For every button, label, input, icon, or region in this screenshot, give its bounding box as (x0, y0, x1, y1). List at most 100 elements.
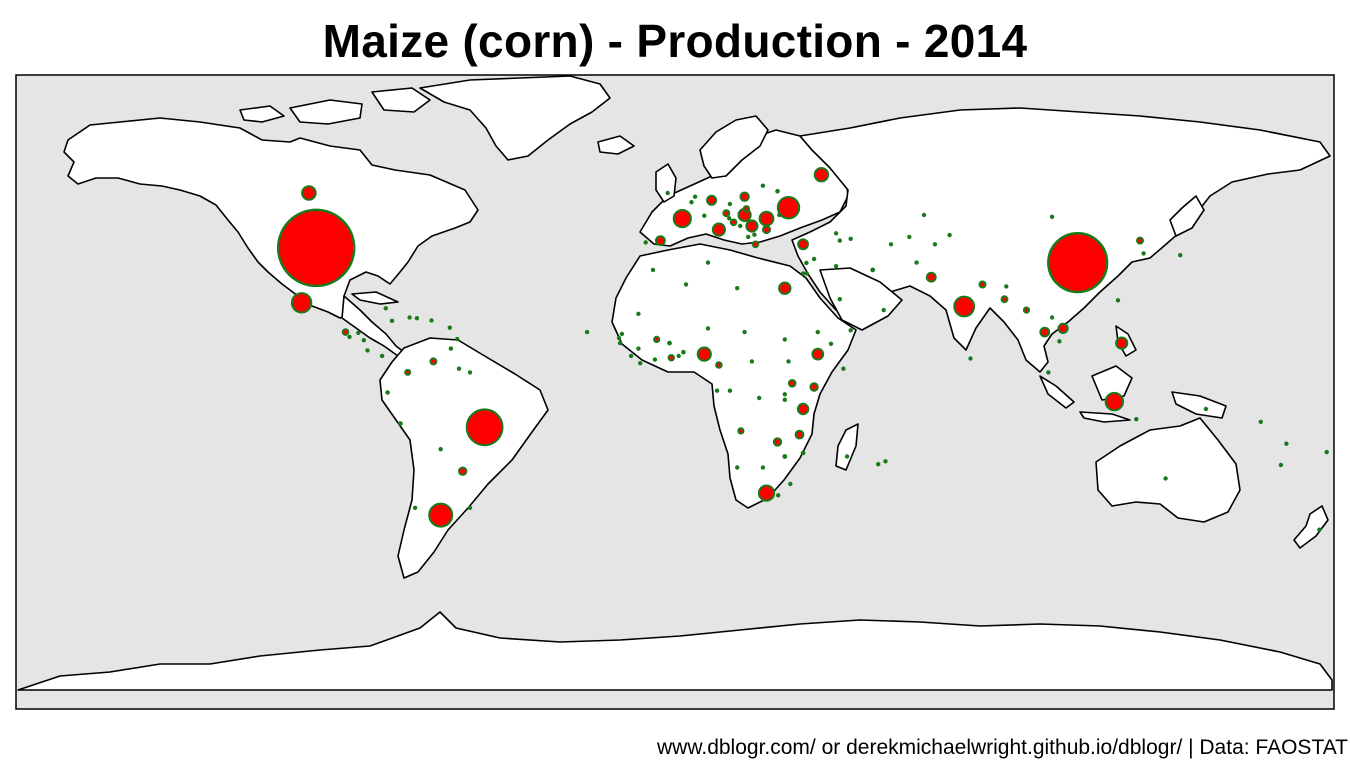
bubble-kazakhstan (921, 212, 927, 218)
bubble-bolivia (438, 447, 443, 452)
bubble-rwanda (782, 392, 787, 397)
bubble-papua-new-guinea (1203, 406, 1209, 412)
bubble-djibouti (828, 341, 834, 346)
bubble-kyrgyzstan (947, 232, 952, 238)
bubble-togo (676, 353, 681, 359)
bubble-philippines (1115, 336, 1129, 350)
source-caption: www.dblogr.com/ or derekmichaelwright.gi… (657, 736, 1348, 759)
bubble-fiji (1324, 449, 1329, 455)
bubble-uganda (787, 379, 797, 388)
bubble-mexico (290, 292, 313, 314)
bubble-israel (800, 271, 806, 276)
bubble-guadeloupe (447, 325, 452, 330)
bubble-laos (1049, 315, 1055, 320)
bubble-turkmenistan (888, 242, 894, 247)
bubble-slovakia (742, 205, 751, 213)
bubble-netherlands (692, 194, 698, 199)
bubble-new-caledonia (1278, 462, 1284, 468)
australia-landmass (1095, 417, 1241, 523)
greenland-landmass (419, 75, 611, 161)
bubble-botswana (760, 465, 766, 470)
bubble-mozambique (800, 450, 806, 456)
bubble-angola (737, 427, 745, 435)
bubble-guinea (636, 346, 641, 351)
bubble-libya (735, 286, 740, 291)
bubble-iran (870, 267, 876, 273)
bubble-ivory-coast (652, 357, 658, 362)
bubble-morocco (650, 267, 656, 273)
africa-landmass (611, 243, 857, 509)
bubble-ghana (667, 354, 675, 362)
bubble-sudan (782, 337, 787, 342)
bubble-kenya (809, 382, 819, 392)
bubble-syria (811, 256, 817, 262)
bubble-south-sudan (786, 359, 791, 364)
bubble-cambodia (1057, 339, 1062, 344)
new-zealand-island (1293, 505, 1329, 549)
bubble-nigeria (696, 346, 712, 362)
bubble-timor-leste (1134, 417, 1139, 422)
bubble-turkey (797, 238, 809, 251)
bubble-china (1047, 231, 1109, 294)
bubble-malawi (794, 429, 805, 440)
bubble-mongolia (1049, 214, 1055, 219)
bubble-jordan (804, 271, 809, 276)
arctic-island-2 (371, 87, 431, 113)
land-layer (17, 75, 1333, 691)
bubble-spain (655, 235, 666, 247)
bubble-myanmar (1022, 306, 1031, 314)
bubble-sri-lanka (968, 356, 973, 361)
bubble-tunisia (705, 260, 711, 265)
bubble-united-kingdom (665, 190, 670, 196)
map-title: Maize (corn) - Production - 2014 (322, 15, 1028, 67)
bubble-macedonia (752, 232, 757, 237)
bubble-india (953, 295, 976, 318)
bubble-cuba (383, 306, 388, 311)
uk-island (655, 163, 677, 203)
bubble-canada (301, 185, 317, 201)
bubble-yemen (848, 328, 853, 333)
bubble-gabon (714, 388, 720, 393)
bubble-russia (813, 167, 830, 183)
bubble-mali (653, 335, 661, 343)
bubble-chile (412, 505, 418, 510)
bubble-senegal (619, 331, 625, 337)
north-america-landmass (63, 117, 479, 319)
bubble-somalia (841, 366, 846, 371)
bubble-venezuela (429, 357, 438, 366)
south-america-landmass (379, 337, 549, 579)
bubble-congo (727, 388, 733, 393)
bubble-croatia (729, 218, 738, 227)
bubble-slovenia (727, 216, 732, 221)
bubble-peru (398, 421, 403, 426)
bubble-poland (739, 191, 750, 202)
new-guinea-island (1171, 391, 1227, 419)
bubble-guatemala (341, 328, 350, 336)
bubble-puerto-rico (429, 318, 434, 323)
bubble-central-african-rep- (749, 359, 755, 364)
bubble-ukraine (776, 196, 801, 220)
bubble-solomon-islands (1258, 419, 1264, 424)
bubble-ethiopia (811, 347, 825, 361)
bubble-armenia (837, 238, 842, 243)
bubble-switzerland (702, 213, 707, 218)
bubble-czechia (727, 201, 733, 207)
bubble-paraguay (458, 466, 468, 476)
bubble-vanuatu (1284, 441, 1289, 446)
bubble-lebanon (804, 260, 809, 266)
bubble-colombia (404, 368, 412, 376)
bubble-malaysia (1046, 370, 1051, 375)
bubble-serbia (745, 219, 759, 233)
bubble-taiwan (1115, 298, 1121, 303)
production-bubbles (276, 167, 1329, 532)
bubble-mauritania (636, 311, 641, 316)
bubble-japan (1178, 253, 1183, 258)
bubble-austria (722, 209, 731, 218)
bubble-australia (1163, 476, 1168, 481)
bubble-egypt (778, 281, 792, 295)
bubble-benin (681, 349, 686, 355)
bubble-niger (705, 326, 711, 331)
scandinavia-landmass (699, 115, 769, 179)
bubble-tanzania (796, 402, 810, 416)
